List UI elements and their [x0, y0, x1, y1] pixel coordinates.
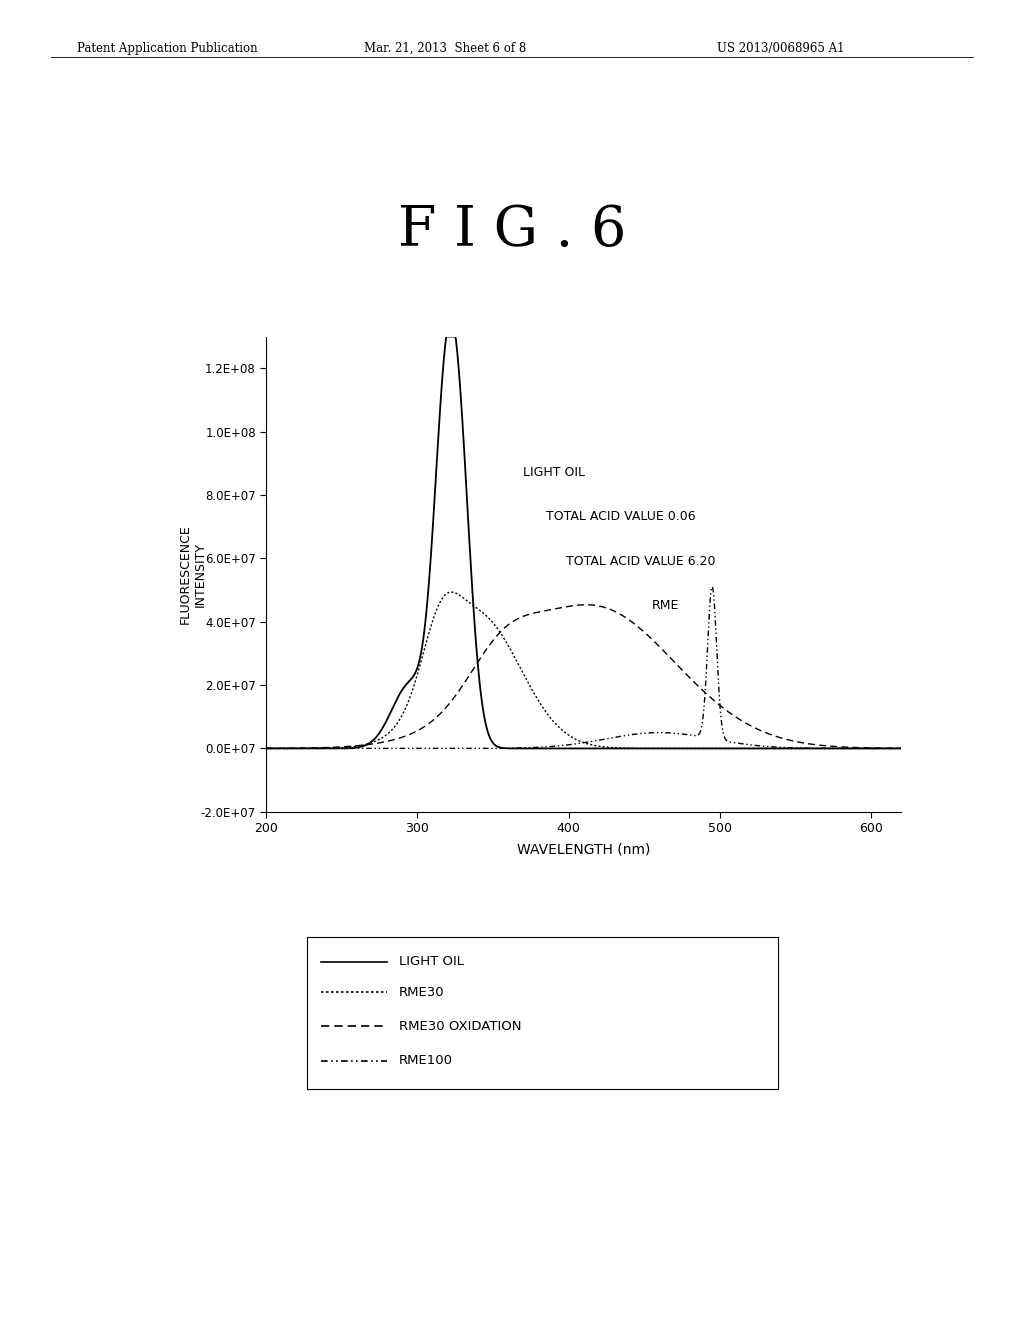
Text: Patent Application Publication: Patent Application Publication	[77, 41, 257, 54]
Text: TOTAL ACID VALUE 0.06: TOTAL ACID VALUE 0.06	[546, 511, 695, 523]
Text: RME30 OXIDATION: RME30 OXIDATION	[399, 1020, 521, 1032]
Text: RME30: RME30	[399, 986, 444, 999]
Text: LIGHT OIL: LIGHT OIL	[523, 466, 585, 479]
Text: F I G . 6: F I G . 6	[397, 203, 627, 259]
Y-axis label: FLUORESCENCE
INTENSITY: FLUORESCENCE INTENSITY	[178, 524, 207, 624]
Text: TOTAL ACID VALUE 6.20: TOTAL ACID VALUE 6.20	[565, 554, 715, 568]
X-axis label: WAVELENGTH (nm): WAVELENGTH (nm)	[517, 842, 650, 857]
Text: RME: RME	[651, 599, 679, 612]
Text: LIGHT OIL: LIGHT OIL	[399, 956, 464, 969]
Text: Mar. 21, 2013  Sheet 6 of 8: Mar. 21, 2013 Sheet 6 of 8	[364, 41, 525, 54]
Text: US 2013/0068965 A1: US 2013/0068965 A1	[717, 41, 845, 54]
Text: RME100: RME100	[399, 1055, 453, 1067]
